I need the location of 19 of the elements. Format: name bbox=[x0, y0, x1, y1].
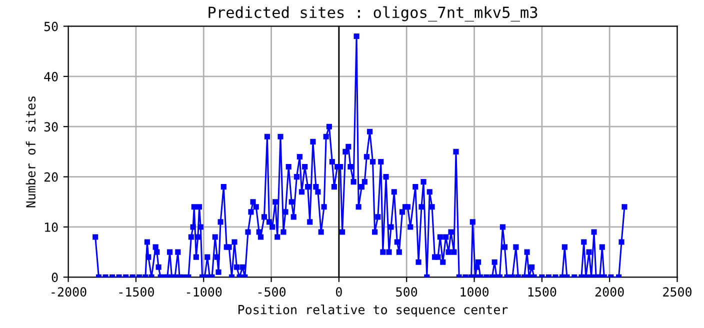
y-tick-label: 30 bbox=[44, 122, 58, 132]
x-tick-label: 1500 bbox=[528, 287, 556, 297]
x-tick-label: 0 bbox=[336, 287, 342, 297]
x-tick-label: 2500 bbox=[663, 287, 692, 297]
y-tick-label: 0 bbox=[52, 272, 58, 282]
y-tick-label: 10 bbox=[45, 222, 58, 232]
x-tick-label: -500 bbox=[258, 287, 286, 297]
x-tick-label: -1000 bbox=[186, 287, 222, 297]
chart-title: Predicted sites : oligos_7nt_mkv5_m3 bbox=[208, 6, 538, 22]
x-tick-label: 500 bbox=[396, 287, 418, 297]
x-tick-label: 2000 bbox=[595, 287, 624, 297]
x-tick-label: -1500 bbox=[119, 287, 154, 297]
y-tick-label: 50 bbox=[44, 22, 58, 32]
x-tick-label: 1000 bbox=[460, 287, 488, 297]
x-axis-title: Position relative to sequence center bbox=[238, 304, 508, 317]
y-tick-label: 20 bbox=[44, 172, 58, 182]
y-axis-title: Number of sites bbox=[26, 96, 36, 208]
x-tick-label: -2000 bbox=[52, 287, 86, 297]
y-tick-label: 40 bbox=[44, 72, 58, 82]
